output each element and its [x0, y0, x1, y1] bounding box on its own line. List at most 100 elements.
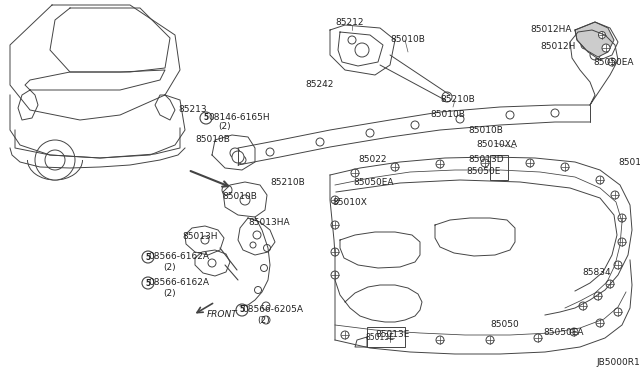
Text: 85012HA: 85012HA — [530, 25, 572, 34]
Text: (2): (2) — [163, 263, 175, 272]
Circle shape — [236, 304, 248, 316]
Circle shape — [351, 169, 359, 177]
Circle shape — [45, 150, 65, 170]
Circle shape — [456, 115, 464, 123]
Circle shape — [142, 277, 154, 289]
Circle shape — [142, 251, 154, 263]
Text: 08146-6165H: 08146-6165H — [208, 113, 269, 122]
Circle shape — [366, 129, 374, 137]
Circle shape — [614, 308, 622, 316]
Text: 85050: 85050 — [490, 320, 519, 329]
Circle shape — [262, 316, 270, 324]
Text: 85022: 85022 — [358, 155, 387, 164]
Circle shape — [232, 151, 244, 163]
Circle shape — [355, 43, 369, 57]
Text: (2): (2) — [218, 122, 230, 131]
Circle shape — [266, 148, 274, 156]
Circle shape — [618, 214, 626, 222]
Circle shape — [596, 176, 604, 184]
Text: 85010B: 85010B — [195, 135, 230, 144]
Text: 5: 5 — [239, 305, 244, 314]
Text: 85013HA: 85013HA — [248, 218, 290, 227]
Circle shape — [35, 140, 75, 180]
Circle shape — [596, 319, 604, 327]
Circle shape — [611, 191, 619, 199]
Text: 85010B: 85010B — [430, 110, 465, 119]
Circle shape — [618, 238, 626, 246]
Text: 85013E: 85013E — [375, 330, 410, 339]
Circle shape — [253, 231, 261, 239]
Circle shape — [598, 32, 605, 38]
Circle shape — [238, 156, 246, 164]
Text: 08566-6205A: 08566-6205A — [242, 305, 303, 314]
Circle shape — [506, 111, 514, 119]
Circle shape — [551, 109, 559, 117]
Text: 5: 5 — [145, 279, 150, 288]
Text: 5: 5 — [204, 113, 209, 122]
Text: 85050EA: 85050EA — [543, 328, 584, 337]
Circle shape — [262, 302, 270, 310]
Circle shape — [570, 328, 578, 336]
Circle shape — [606, 280, 614, 288]
Text: 5: 5 — [145, 253, 150, 262]
Circle shape — [411, 121, 419, 129]
Text: 85050E: 85050E — [466, 167, 500, 176]
Circle shape — [581, 41, 589, 49]
Circle shape — [348, 36, 356, 44]
Text: 85010B: 85010B — [468, 126, 503, 135]
Circle shape — [386, 334, 394, 342]
Text: 85012H: 85012H — [540, 42, 575, 51]
Circle shape — [602, 44, 610, 52]
Text: FRONT: FRONT — [207, 310, 237, 319]
Circle shape — [230, 148, 240, 158]
Text: (2): (2) — [163, 289, 175, 298]
Circle shape — [590, 50, 600, 60]
Circle shape — [579, 302, 587, 310]
Circle shape — [526, 159, 534, 167]
Text: 08566-6162A: 08566-6162A — [148, 278, 209, 287]
Text: 85210B: 85210B — [440, 95, 475, 104]
Circle shape — [534, 334, 542, 342]
Circle shape — [250, 242, 256, 248]
Circle shape — [561, 163, 569, 171]
Polygon shape — [575, 22, 614, 57]
Text: 85212: 85212 — [335, 18, 364, 27]
Circle shape — [442, 92, 452, 102]
Text: 85013E: 85013E — [365, 334, 394, 343]
Text: JB5000R1: JB5000R1 — [596, 358, 640, 367]
Circle shape — [331, 248, 339, 256]
Circle shape — [486, 336, 494, 344]
Text: 85010B: 85010B — [390, 35, 425, 44]
Circle shape — [201, 236, 209, 244]
Text: 85010X: 85010X — [332, 198, 367, 207]
Circle shape — [391, 163, 399, 171]
Circle shape — [264, 244, 271, 251]
Circle shape — [436, 336, 444, 344]
Text: 85013D: 85013D — [468, 155, 504, 164]
Text: 85010XA: 85010XA — [476, 140, 517, 149]
Circle shape — [594, 292, 602, 300]
Circle shape — [208, 259, 216, 267]
Circle shape — [316, 138, 324, 146]
Circle shape — [240, 195, 250, 205]
Circle shape — [331, 271, 339, 279]
Circle shape — [481, 159, 489, 167]
Text: 85050EA: 85050EA — [353, 178, 394, 187]
Circle shape — [608, 58, 616, 66]
Text: 85010B: 85010B — [222, 192, 257, 201]
Circle shape — [341, 331, 349, 339]
FancyBboxPatch shape — [367, 327, 405, 347]
Text: 85050EA: 85050EA — [593, 58, 634, 67]
Circle shape — [331, 221, 339, 229]
Circle shape — [255, 286, 262, 294]
Circle shape — [614, 261, 622, 269]
Circle shape — [222, 185, 232, 195]
Circle shape — [331, 196, 339, 204]
Text: 85210B: 85210B — [270, 178, 305, 187]
Text: 85010V: 85010V — [618, 158, 640, 167]
Circle shape — [260, 264, 268, 272]
Text: 08566-6162A: 08566-6162A — [148, 252, 209, 261]
Text: 85834: 85834 — [582, 268, 611, 277]
Text: (2): (2) — [257, 316, 269, 325]
Text: 85242: 85242 — [305, 80, 333, 89]
